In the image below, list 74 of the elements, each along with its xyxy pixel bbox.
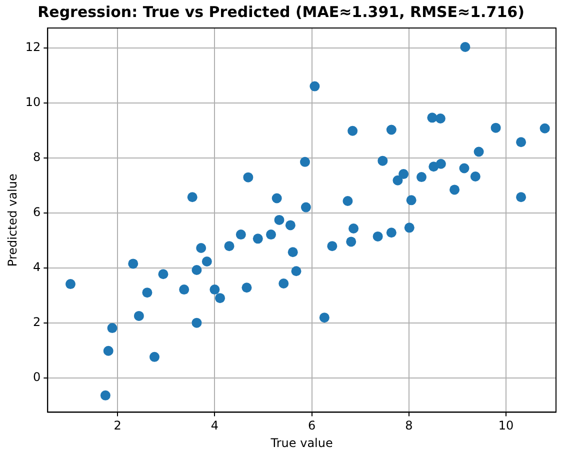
y-tick-label: 10 — [25, 94, 41, 109]
point — [327, 241, 338, 252]
point — [65, 279, 76, 290]
point — [319, 312, 330, 323]
x-tick-label: 10 — [498, 418, 514, 433]
point — [470, 172, 480, 182]
point — [406, 195, 416, 206]
point — [342, 196, 353, 206]
x-tick-label: 6 — [308, 418, 316, 433]
point — [450, 184, 460, 195]
point — [192, 318, 202, 328]
point — [192, 265, 202, 276]
point — [266, 230, 276, 240]
point — [386, 228, 396, 238]
y-tick-label: 12 — [25, 40, 41, 54]
point — [398, 169, 409, 180]
point — [348, 126, 358, 136]
point — [285, 220, 296, 230]
y-tick-label: 0 — [33, 370, 41, 384]
point — [436, 158, 446, 169]
point — [474, 146, 484, 157]
point — [243, 172, 254, 182]
y-tick-label: 8 — [33, 150, 41, 164]
point — [215, 293, 226, 304]
chart-title: Regression: True vs Predicted (MAE≈1.391, RMSE≈1.716) — [38, 2, 524, 21]
point — [540, 123, 550, 134]
point — [210, 284, 220, 295]
point — [392, 175, 403, 186]
point — [236, 230, 246, 240]
point — [291, 266, 302, 276]
point — [288, 247, 298, 258]
point — [103, 346, 114, 356]
point — [179, 284, 190, 295]
x-tick-label: 8 — [405, 418, 413, 433]
y-tick-label: 6 — [33, 204, 41, 219]
point — [272, 193, 282, 204]
point — [300, 156, 310, 167]
point — [224, 241, 234, 252]
point — [348, 223, 359, 234]
y-axis-title: Predicted value — [5, 174, 20, 267]
point — [196, 243, 206, 254]
point — [310, 81, 320, 92]
point — [404, 222, 414, 233]
point — [378, 156, 388, 166]
point — [516, 192, 526, 202]
point — [158, 269, 168, 280]
point — [427, 112, 438, 123]
x-tick-label: 2 — [114, 418, 122, 433]
point — [187, 192, 198, 202]
point — [128, 258, 138, 269]
y-tick-label: 4 — [33, 260, 41, 274]
point — [516, 137, 526, 148]
point — [100, 390, 110, 400]
point — [274, 214, 284, 225]
point — [107, 323, 118, 334]
point — [346, 236, 356, 247]
point — [134, 310, 144, 321]
point — [300, 202, 311, 212]
point — [278, 278, 289, 288]
point — [386, 124, 396, 135]
y-tick-label: 2 — [33, 314, 41, 329]
point — [142, 288, 152, 298]
point — [372, 231, 383, 242]
point — [242, 282, 252, 293]
point — [460, 42, 470, 52]
x-axis-title: True value — [270, 436, 333, 450]
point — [459, 163, 470, 174]
point — [149, 352, 160, 362]
point — [252, 234, 263, 244]
point — [490, 122, 501, 133]
point — [416, 172, 427, 182]
point — [435, 113, 446, 124]
point — [202, 256, 212, 266]
x-tick-label: 4 — [210, 418, 219, 433]
